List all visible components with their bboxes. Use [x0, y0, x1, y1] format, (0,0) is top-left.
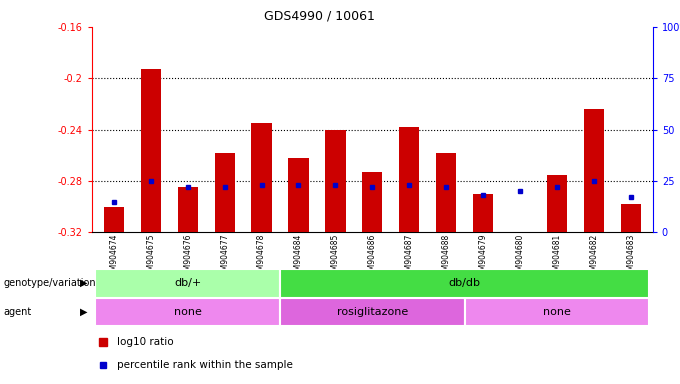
Text: genotype/variation: genotype/variation	[3, 278, 96, 288]
Bar	[288, 158, 309, 232]
Bar	[104, 207, 124, 232]
Bar	[399, 127, 420, 232]
Bar	[95, 269, 280, 298]
Text: db/db: db/db	[449, 278, 481, 288]
Text: ▶: ▶	[80, 307, 87, 317]
Bar	[280, 298, 464, 326]
Bar	[547, 175, 567, 232]
Bar	[280, 269, 649, 298]
Bar	[464, 298, 649, 326]
Text: GDS4990 / 10061: GDS4990 / 10061	[264, 10, 375, 23]
Text: percentile rank within the sample: percentile rank within the sample	[117, 360, 293, 370]
Bar	[95, 298, 280, 326]
Text: log10 ratio: log10 ratio	[117, 337, 173, 347]
Text: none: none	[174, 307, 202, 317]
Text: none: none	[543, 307, 571, 317]
Text: ▶: ▶	[80, 278, 87, 288]
Text: rosiglitazone: rosiglitazone	[337, 307, 408, 317]
Text: db/+: db/+	[174, 278, 201, 288]
Bar	[214, 153, 235, 232]
Bar	[621, 204, 641, 232]
Bar	[362, 172, 382, 232]
Bar	[141, 69, 161, 232]
Bar	[252, 123, 272, 232]
Text: agent: agent	[3, 307, 32, 317]
Bar	[473, 194, 493, 232]
Bar	[177, 187, 198, 232]
Bar	[583, 109, 604, 232]
Bar	[510, 232, 530, 235]
Bar	[436, 153, 456, 232]
Bar	[325, 130, 345, 232]
